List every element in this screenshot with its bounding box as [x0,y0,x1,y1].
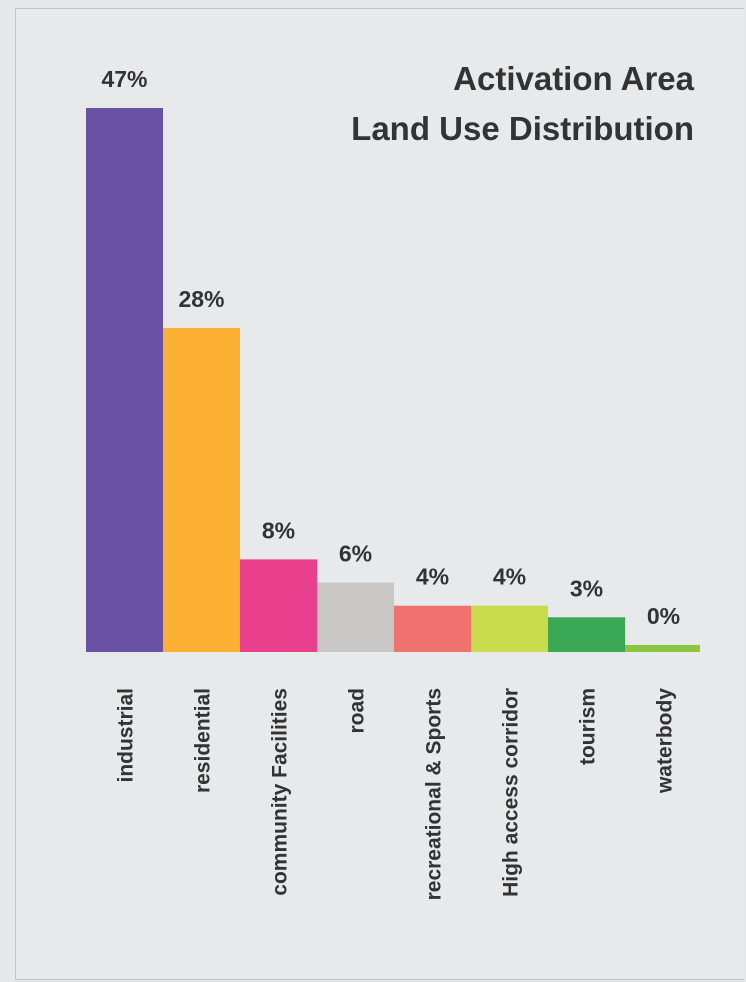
value-label: 6% [339,541,372,567]
bar-waterbody [625,645,700,652]
category-label: recreational & Sports [423,688,446,900]
category-label: community Facilities [269,688,292,896]
category-label: residential [192,688,215,793]
bar-tourism [548,617,625,652]
value-label: 28% [178,286,224,312]
chart-title-line-2: Land Use Distribution [351,110,694,147]
value-labels-group: 47% 28% 8% 6% 4% 4% 3% 0% [101,66,680,629]
value-label: 47% [101,66,147,92]
value-label: 3% [570,575,603,601]
bar-recreational-sports [394,605,471,652]
bar-residential [163,327,240,652]
value-label: 0% [647,603,680,629]
bar-industrial [86,108,163,652]
chart-title-line-1: Activation Area [453,60,694,97]
value-label: 8% [262,517,295,543]
category-labels-group: industrial residential community Facilitie… [115,688,677,901]
bar-high-access-corridor [471,605,548,652]
category-label: tourism [577,688,600,765]
value-label: 4% [493,564,526,590]
category-label: road [346,688,369,734]
category-label: waterbody [654,688,677,794]
bar-community-facilities [240,559,317,652]
bars-group [86,108,700,652]
value-label: 4% [416,564,449,590]
category-label: industrial [115,688,138,783]
bar-road [317,582,394,652]
category-label: High access corridor [500,688,523,897]
